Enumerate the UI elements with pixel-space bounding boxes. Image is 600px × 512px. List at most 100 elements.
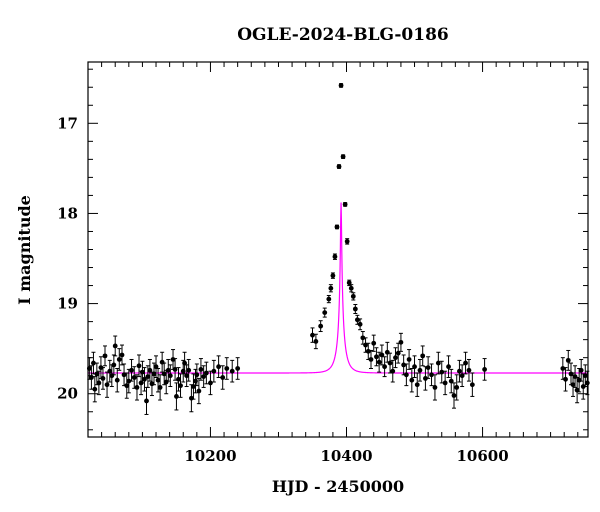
data-marker: [338, 83, 344, 88]
data-marker: [196, 388, 202, 394]
data-marker: [92, 386, 98, 392]
data-point: [229, 359, 235, 383]
data-point: [387, 352, 393, 374]
data-point: [96, 370, 102, 396]
data-marker: [136, 363, 142, 369]
data-marker: [435, 360, 441, 366]
data-point: [111, 354, 117, 376]
data-point: [374, 347, 379, 367]
data-point: [482, 358, 487, 381]
data-point: [365, 342, 371, 360]
data-marker: [357, 321, 363, 327]
data-marker: [211, 368, 217, 374]
model-curve-layer: [88, 202, 588, 374]
data-marker: [116, 357, 122, 362]
data-point: [165, 358, 171, 382]
data-marker: [131, 375, 137, 380]
data-marker: [398, 339, 404, 345]
data-point: [451, 382, 457, 409]
data-marker: [469, 382, 475, 388]
data-marker: [89, 375, 94, 380]
data-marker: [310, 332, 315, 338]
data-point: [352, 303, 358, 315]
data-point: [398, 332, 404, 352]
data-marker: [395, 350, 401, 356]
data-marker: [176, 376, 181, 382]
data-marker: [167, 373, 173, 379]
data-marker: [409, 377, 415, 383]
data-marker: [134, 385, 140, 390]
data-marker: [96, 380, 102, 386]
data-point: [176, 367, 181, 392]
data-point: [114, 367, 120, 393]
data-marker: [420, 353, 426, 359]
data-point: [406, 349, 412, 370]
data-marker: [142, 376, 147, 382]
data-point: [342, 202, 348, 207]
data-marker: [330, 273, 336, 279]
data-marker: [121, 372, 127, 378]
data-marker: [466, 367, 472, 373]
data-point: [384, 341, 390, 363]
data-marker: [352, 306, 358, 312]
data-marker: [334, 224, 340, 230]
data-points-layer: [86, 83, 590, 415]
data-marker: [365, 348, 371, 354]
data-point: [442, 370, 448, 396]
data-point: [174, 382, 179, 411]
data-point: [582, 364, 588, 388]
data-point: [211, 359, 217, 383]
data-point: [457, 359, 462, 383]
data-marker: [578, 367, 584, 373]
data-marker: [387, 360, 393, 366]
data-marker: [194, 372, 200, 378]
data-point: [330, 272, 336, 279]
data-point: [318, 320, 324, 333]
data-point: [578, 358, 584, 382]
data-marker: [229, 368, 235, 374]
data-marker: [340, 154, 346, 160]
data-point: [393, 347, 398, 369]
data-marker: [208, 380, 213, 386]
data-marker: [363, 342, 368, 348]
data-marker: [442, 380, 448, 386]
data-point: [107, 359, 113, 383]
data-marker: [344, 238, 350, 244]
data-point: [167, 364, 173, 388]
data-marker: [191, 384, 196, 389]
data-point: [216, 355, 222, 379]
data-point: [368, 349, 374, 369]
data-point: [446, 355, 451, 379]
data-marker: [201, 374, 207, 380]
data-point: [92, 376, 98, 403]
data-marker: [390, 368, 396, 374]
data-marker: [439, 369, 445, 375]
data-marker: [382, 364, 387, 370]
data-marker: [140, 369, 145, 375]
data-point: [357, 318, 363, 331]
data-marker: [322, 310, 328, 316]
data-point: [336, 164, 342, 169]
data-marker: [423, 376, 428, 381]
data-marker: [425, 365, 431, 370]
data-marker: [102, 353, 108, 359]
data-marker: [318, 323, 324, 329]
data-marker: [184, 373, 190, 379]
data-point: [201, 365, 207, 388]
data-marker: [216, 364, 222, 370]
data-marker: [220, 375, 226, 380]
chart-title: OGLE-2024-BLG-0186: [237, 25, 449, 45]
data-marker: [186, 367, 192, 373]
data-marker: [155, 377, 161, 383]
data-point: [182, 351, 187, 375]
data-marker: [360, 335, 366, 341]
data-marker: [114, 377, 120, 383]
data-marker: [354, 317, 360, 323]
data-point: [412, 355, 417, 379]
data-marker: [124, 383, 130, 389]
data-point: [346, 279, 352, 287]
data-point: [420, 345, 426, 367]
data-marker: [100, 376, 106, 381]
data-marker: [403, 372, 409, 378]
